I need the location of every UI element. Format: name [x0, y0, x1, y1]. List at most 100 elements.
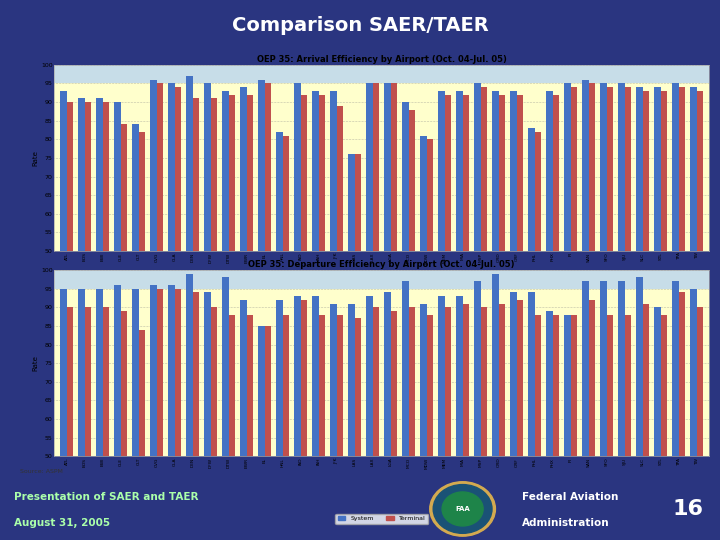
Bar — [391, 83, 397, 437]
Bar — [60, 288, 66, 540]
Bar — [276, 300, 282, 540]
Bar — [54, 270, 709, 288]
Bar — [679, 87, 685, 437]
Bar — [258, 80, 265, 437]
Bar — [534, 132, 541, 437]
Bar — [265, 83, 271, 437]
Bar — [517, 300, 523, 540]
Bar — [672, 281, 679, 540]
Text: 16: 16 — [672, 499, 703, 519]
Bar — [553, 94, 559, 437]
Bar — [679, 292, 685, 540]
Bar — [60, 91, 66, 437]
Bar — [204, 292, 210, 540]
Bar — [276, 132, 282, 437]
Bar — [222, 91, 228, 437]
Bar — [348, 303, 354, 540]
Bar — [618, 281, 625, 540]
Text: August 31, 2005: August 31, 2005 — [14, 518, 111, 528]
Bar — [373, 307, 379, 540]
Bar — [636, 87, 643, 437]
Bar — [132, 124, 138, 437]
Text: Comparison SAER/TAER: Comparison SAER/TAER — [232, 16, 488, 35]
Bar — [654, 307, 661, 540]
Bar — [114, 285, 121, 540]
Bar — [294, 83, 301, 437]
Bar — [132, 288, 138, 540]
Bar — [534, 315, 541, 540]
Bar — [157, 288, 163, 540]
Bar — [229, 315, 235, 540]
Bar — [265, 326, 271, 540]
Bar — [510, 292, 517, 540]
Bar — [319, 315, 325, 540]
Bar — [138, 132, 145, 437]
Bar — [258, 326, 265, 540]
Bar — [474, 83, 481, 437]
Bar — [121, 124, 127, 437]
Bar — [312, 91, 318, 437]
Bar — [409, 110, 415, 437]
Bar — [240, 87, 246, 437]
Bar — [210, 98, 217, 437]
Bar — [355, 154, 361, 437]
Bar — [498, 303, 505, 540]
Bar — [553, 315, 559, 540]
Bar — [366, 83, 373, 437]
Bar — [384, 83, 390, 437]
Bar — [373, 83, 379, 437]
Bar — [690, 87, 697, 437]
Bar — [571, 87, 577, 437]
Bar — [391, 311, 397, 540]
Bar — [402, 102, 409, 437]
Bar — [54, 65, 709, 83]
Title: OEP 35: Departure Efficiency by Airport (Oct. 04-Jul. 05): OEP 35: Departure Efficiency by Airport … — [248, 260, 515, 269]
Bar — [606, 87, 613, 437]
Bar — [445, 307, 451, 540]
Bar — [294, 296, 301, 540]
Bar — [420, 303, 426, 540]
Bar — [420, 136, 426, 437]
Bar — [355, 319, 361, 540]
Bar — [606, 315, 613, 540]
Bar — [121, 311, 127, 540]
Bar — [138, 329, 145, 540]
Bar — [150, 80, 157, 437]
Bar — [301, 94, 307, 437]
Bar — [246, 315, 253, 540]
Bar — [240, 300, 246, 540]
Bar — [618, 83, 625, 437]
Bar — [582, 281, 589, 540]
Bar — [366, 296, 373, 540]
Bar — [229, 94, 235, 437]
Text: FAA: FAA — [455, 506, 470, 512]
Bar — [193, 98, 199, 437]
Bar — [66, 307, 73, 540]
Bar — [697, 91, 703, 437]
Bar — [600, 281, 606, 540]
Bar — [642, 91, 649, 437]
Bar — [168, 83, 174, 437]
Text: Presentation of SAER and TAER: Presentation of SAER and TAER — [14, 491, 199, 502]
Bar — [564, 315, 571, 540]
Bar — [168, 285, 174, 540]
Bar — [438, 91, 444, 437]
Bar — [661, 91, 667, 437]
Bar — [312, 296, 318, 540]
Legend: System, Terminal: System, Terminal — [336, 514, 428, 524]
Bar — [456, 91, 462, 437]
Bar — [474, 281, 481, 540]
Bar — [546, 91, 553, 437]
Bar — [426, 139, 433, 437]
Bar — [85, 102, 91, 437]
Bar — [330, 303, 336, 540]
Bar — [301, 300, 307, 540]
Bar — [150, 285, 157, 540]
Bar — [409, 307, 415, 540]
Circle shape — [433, 484, 492, 534]
Bar — [78, 288, 85, 540]
Bar — [330, 91, 336, 437]
Bar — [426, 315, 433, 540]
Bar — [283, 315, 289, 540]
Bar — [246, 94, 253, 437]
